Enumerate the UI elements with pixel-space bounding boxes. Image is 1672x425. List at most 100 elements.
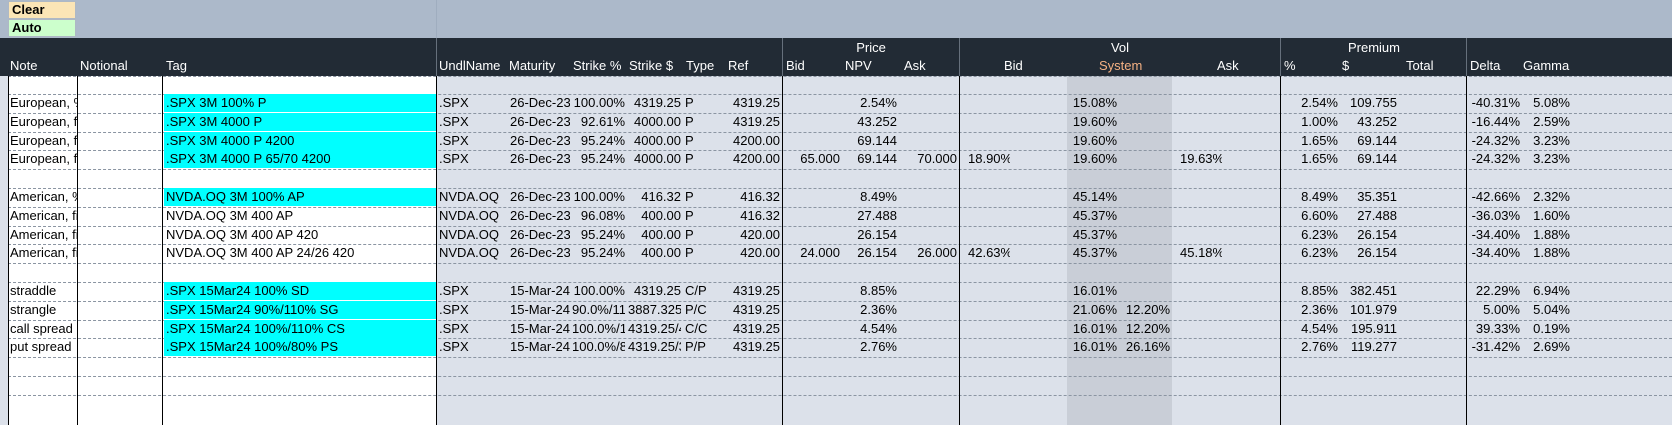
col-header-gamma[interactable]: Gamma bbox=[1523, 58, 1570, 73]
cell-pusd[interactable]: 26.154 bbox=[1357, 226, 1397, 242]
cell-note[interactable]: put spread bbox=[10, 339, 72, 355]
cell-ref[interactable]: 4200.00 bbox=[733, 132, 780, 148]
table-row[interactable]: European, % strike .SPX 3M 100% P .SPX 26-D… bbox=[0, 94, 1672, 113]
cell-tag[interactable]: .SPX 15Mar24 90%/110% SG bbox=[166, 301, 339, 317]
cell-undl[interactable]: .SPX bbox=[439, 151, 469, 167]
cell-delta[interactable]: -42.66% bbox=[1471, 189, 1520, 204]
cell-vbid[interactable] bbox=[968, 301, 1010, 320]
cell-delta[interactable]: -34.40% bbox=[1471, 226, 1520, 242]
cell-delta[interactable]: -36.03% bbox=[1471, 207, 1520, 223]
cell-note[interactable]: strangle bbox=[10, 301, 57, 317]
cell-strike-usd[interactable]: 416.32 bbox=[641, 189, 681, 204]
cell-strike-pct[interactable]: 92.61% bbox=[580, 113, 625, 129]
cell-vsys[interactable]: 19.60% bbox=[1072, 132, 1117, 148]
cell-maturity[interactable]: 26-Dec-23 bbox=[510, 113, 570, 129]
cell-vsys[interactable]: 19.60% bbox=[1072, 113, 1117, 129]
cell-ppct[interactable]: 1.65% bbox=[1301, 151, 1338, 167]
cell-type[interactable]: C/P bbox=[685, 283, 707, 298]
cell-delta[interactable]: -16.44% bbox=[1471, 113, 1520, 129]
cell-maturity[interactable]: 15-Mar-24 bbox=[510, 283, 570, 298]
cell-tag[interactable]: NVDA.OQ 3M 400 AP bbox=[166, 207, 294, 223]
cell-ppct[interactable]: 1.65% bbox=[1301, 132, 1338, 148]
cell-npv[interactable]: 8.85% bbox=[860, 283, 897, 298]
cell-pusd[interactable]: 43.252 bbox=[1357, 113, 1397, 129]
cell-strike-usd[interactable]: 400.00 bbox=[641, 207, 681, 223]
cell-note[interactable]: European, fixed strike bbox=[10, 113, 78, 129]
cell-ref[interactable]: 4319.25 bbox=[733, 95, 780, 110]
cell-maturity[interactable]: 15-Mar-24 bbox=[510, 339, 570, 355]
cell-vask[interactable] bbox=[1180, 188, 1222, 207]
cell-strike-pct[interactable]: 95.24% bbox=[580, 151, 625, 167]
cell-type[interactable]: P bbox=[685, 113, 694, 129]
cell-type[interactable]: C/C bbox=[685, 320, 708, 336]
table-row[interactable]: call spread .SPX 15Mar24 100%/110% CS .SPX… bbox=[0, 320, 1672, 339]
cell-pask[interactable]: 70.000 bbox=[917, 151, 957, 167]
cell-pask[interactable] bbox=[902, 226, 957, 245]
cell-strike-pct[interactable]: 100.00% bbox=[573, 95, 625, 110]
cell-tag[interactable]: .SPX 15Mar24 100%/110% CS bbox=[166, 320, 345, 336]
cell-strike-usd[interactable]: 400.00 bbox=[641, 226, 681, 242]
cell-undl[interactable]: NVDA.OQ bbox=[439, 207, 499, 223]
blank-row[interactable] bbox=[0, 169, 1672, 188]
cell-npv[interactable]: 2.76% bbox=[860, 339, 897, 355]
col-header-vol-system[interactable]: System bbox=[1099, 58, 1143, 73]
cell-vsys2[interactable] bbox=[1125, 150, 1170, 169]
cell-vbid[interactable] bbox=[968, 338, 1010, 357]
cell-npv[interactable]: 43.252 bbox=[857, 113, 897, 129]
cell-delta[interactable]: 22.29% bbox=[1475, 283, 1520, 298]
cell-ref[interactable]: 4319.25 bbox=[733, 320, 780, 336]
cell-npv[interactable]: 69.144 bbox=[857, 132, 897, 148]
auto-button[interactable]: Auto bbox=[8, 19, 76, 37]
cell-type[interactable]: P bbox=[685, 151, 694, 167]
cell-type[interactable]: P bbox=[685, 132, 694, 148]
cell-vask[interactable] bbox=[1180, 113, 1222, 132]
cell-vsys2[interactable]: 12.20% bbox=[1125, 320, 1170, 336]
col-header-npv[interactable]: NPV bbox=[845, 58, 872, 73]
cell-gamma[interactable]: 2.32% bbox=[1533, 189, 1570, 204]
col-header-maturity[interactable]: Maturity bbox=[509, 58, 556, 73]
cell-ppct[interactable]: 6.23% bbox=[1301, 245, 1338, 261]
cell-pask[interactable] bbox=[902, 301, 957, 320]
cell-pusd[interactable]: 26.154 bbox=[1357, 245, 1397, 261]
cell-pusd[interactable]: 35.351 bbox=[1357, 189, 1397, 204]
cell-strike-usd[interactable]: 4319.25/3 bbox=[628, 339, 681, 355]
cell-ref[interactable]: 416.32 bbox=[740, 207, 780, 223]
cell-ref[interactable]: 420.00 bbox=[740, 226, 780, 242]
cell-pbid[interactable] bbox=[786, 282, 840, 301]
col-header-price-ask[interactable]: Ask bbox=[904, 58, 926, 73]
cell-pbid[interactable] bbox=[786, 188, 840, 207]
cell-vbid[interactable] bbox=[968, 226, 1010, 245]
cell-pask[interactable] bbox=[902, 338, 957, 357]
cell-ref[interactable]: 4319.25 bbox=[733, 283, 780, 298]
cell-pbid[interactable] bbox=[786, 226, 840, 245]
cell-pusd[interactable]: 27.488 bbox=[1357, 207, 1397, 223]
cell-pbid[interactable] bbox=[786, 320, 840, 339]
cell-strike-pct[interactable]: 95.24% bbox=[580, 226, 625, 242]
cell-vsys2[interactable]: 26.16% bbox=[1125, 339, 1170, 355]
cell-vbid[interactable] bbox=[968, 320, 1010, 339]
cell-strike-pct[interactable]: 90.0%/11 bbox=[572, 301, 625, 317]
cell-ppct[interactable]: 6.23% bbox=[1301, 226, 1338, 242]
cell-tag[interactable]: .SPX 3M 100% P bbox=[166, 95, 267, 110]
cell-pbid[interactable] bbox=[786, 207, 840, 226]
cell-delta[interactable]: 5.00% bbox=[1483, 301, 1520, 317]
cell-strike-usd[interactable]: 4319.25 bbox=[634, 95, 681, 110]
cell-undl[interactable]: .SPX bbox=[439, 132, 469, 148]
cell-ppct[interactable]: 2.76% bbox=[1301, 339, 1338, 355]
cell-strike-pct[interactable]: 95.24% bbox=[580, 132, 625, 148]
cell-type[interactable]: P bbox=[685, 95, 694, 110]
cell-maturity[interactable]: 26-Dec-23 bbox=[510, 189, 570, 204]
cell-vsys2[interactable] bbox=[1125, 94, 1170, 113]
cell-ref[interactable]: 4319.25 bbox=[733, 113, 780, 129]
cell-undl[interactable]: .SPX bbox=[439, 95, 469, 110]
cell-vsys2[interactable] bbox=[1125, 188, 1170, 207]
cell-vbid[interactable]: 42.63% bbox=[968, 245, 1010, 261]
col-header-total[interactable]: Total bbox=[1406, 58, 1434, 73]
cell-pbid[interactable] bbox=[786, 113, 840, 132]
cell-type[interactable]: P/P bbox=[685, 339, 706, 355]
cell-vsys[interactable]: 45.37% bbox=[1072, 245, 1117, 261]
table-row[interactable]: European, fixed strike, wit .SPX 3M 4000 … bbox=[0, 132, 1672, 151]
cell-delta[interactable]: -24.32% bbox=[1471, 151, 1520, 167]
col-header-price-bid[interactable]: Bid bbox=[786, 58, 805, 73]
cell-tag[interactable]: NVDA.OQ 3M 100% AP bbox=[166, 189, 305, 204]
